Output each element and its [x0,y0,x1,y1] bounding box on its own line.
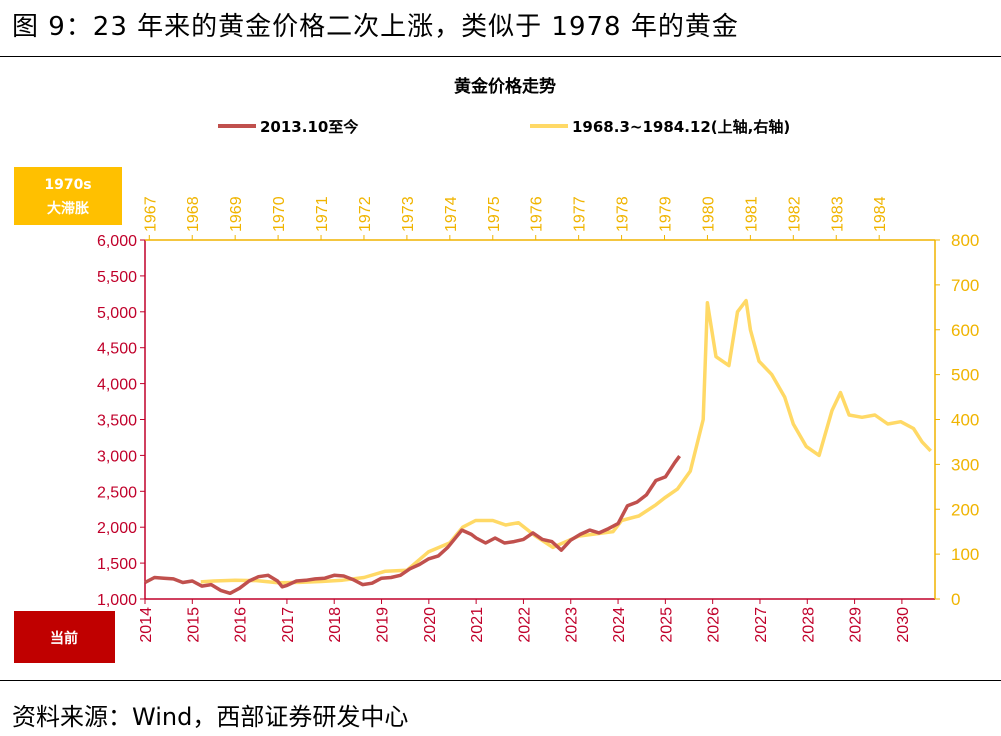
top-tick-label: 1976 [529,196,546,232]
right-tick-label: 500 [951,366,979,385]
top-rule [0,56,1001,57]
right-axis-ticks: 0 100 200 300 400 500 600 700 800 [935,231,979,609]
era-box-current [14,611,115,663]
legend-label-1970s: 1968.3~1984.12(上轴,右轴) [572,118,790,136]
top-tick-label: 1967 [142,196,159,232]
bottom-tick-label: 2018 [327,607,344,643]
bottom-tick-label: 2025 [658,607,675,643]
legend: 2013.10至今 1968.3~1984.12(上轴,右轴) [218,118,790,136]
bottom-tick-label: 2019 [375,607,392,643]
era-box-1970s-line2: 大滞胀 [47,200,89,217]
top-tick-label: 1980 [700,196,717,232]
bottom-tick-label: 2017 [280,607,297,643]
left-tick-label: 4,500 [97,341,137,358]
top-tick-label: 1973 [400,196,417,232]
right-tick-label: 700 [951,276,979,295]
top-tick-label: 1972 [357,196,374,232]
top-tick-label: 1979 [658,196,675,232]
left-tick-label: 2,000 [97,520,137,537]
left-tick-label: 3,500 [97,413,137,430]
era-box-current-label: 当前 [50,630,78,647]
top-axis-ticks: 1967 1968 1969 1970 1971 1972 1973 1974 1975 1976… [142,196,889,240]
top-tick-label: 1984 [872,196,889,232]
right-tick-label: 600 [951,321,979,340]
top-tick-label: 1975 [486,196,503,232]
bottom-tick-label: 2016 [233,607,250,643]
legend-label-current: 2013.10至今 [260,118,358,136]
left-tick-label: 3,000 [97,448,137,465]
figure-title: 图 9：23 年来的黄金价格二次上涨，类似于 1978 年的黄金 [12,12,739,42]
series-line-2013-present [144,455,682,596]
top-tick-label: 1969 [228,196,245,232]
bottom-tick-label: 2027 [753,607,770,643]
bottom-tick-label: 2030 [895,607,912,643]
top-tick-label: 1970 [271,196,288,232]
right-tick-label: 800 [951,231,979,250]
bottom-tick-label: 2026 [706,607,723,643]
source-note: 资料来源：Wind，西部证券研发中心 [12,703,409,731]
bottom-tick-label: 2014 [138,607,155,643]
right-tick-label: 100 [951,545,979,564]
bottom-tick-label: 2015 [185,607,202,643]
top-tick-label: 1982 [786,196,803,232]
right-tick-label: 0 [951,590,960,609]
bottom-rule [0,680,1001,681]
left-axis-ticks: 1,000 1,500 2,000 2,500 3,000 3,500 4,000 4,500… [97,233,145,609]
top-tick-label: 1977 [572,196,589,232]
top-tick-label: 1981 [743,196,760,232]
left-tick-label: 1,000 [97,592,137,609]
era-box-1970s-line1: 1970s [44,177,91,193]
top-tick-label: 1968 [185,196,202,232]
right-tick-label: 200 [951,500,979,519]
right-tick-label: 300 [951,455,979,474]
left-tick-label: 6,000 [97,233,137,250]
right-tick-label: 400 [951,411,979,430]
bottom-tick-label: 2020 [422,607,439,643]
chart-title: 黄金价格走势 [454,76,556,97]
bottom-tick-label: 2023 [564,607,581,643]
top-tick-label: 1974 [443,196,460,232]
top-tick-label: 1978 [615,196,632,232]
bottom-axis-ticks: 2014 2015 2016 2017 2018 2019 2020 2021 2022 2023… [138,599,912,643]
top-tick-label: 1983 [829,196,846,232]
bottom-tick-label: 2022 [516,607,533,643]
bottom-tick-label: 2021 [469,607,486,643]
era-box-1970s [14,167,122,225]
left-tick-label: 5,000 [97,305,137,322]
bottom-tick-label: 2024 [611,607,628,643]
bottom-tick-label: 2028 [800,607,817,643]
left-tick-label: 5,500 [97,269,137,286]
bottom-tick-label: 2029 [848,607,865,643]
left-tick-label: 2,500 [97,484,137,501]
left-tick-label: 1,500 [97,556,137,573]
top-tick-label: 1971 [314,196,331,232]
left-tick-label: 4,000 [97,377,137,394]
series-line-1968-1984 [200,298,932,585]
